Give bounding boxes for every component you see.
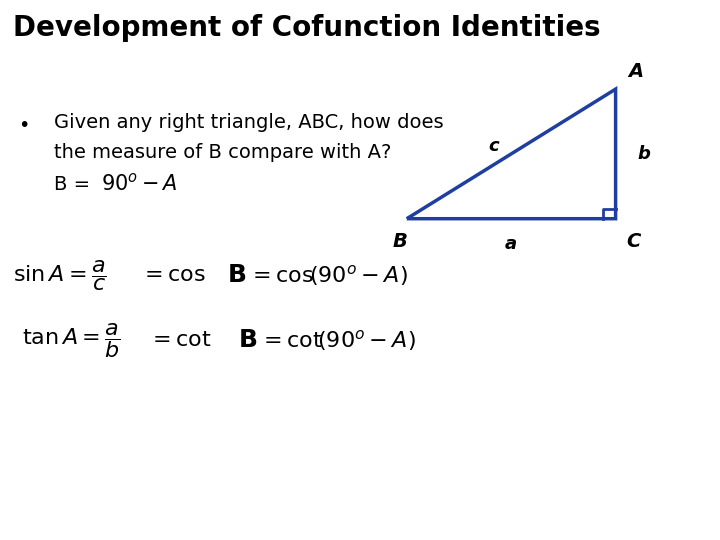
Text: C: C	[626, 232, 641, 251]
Text: $= \mathrm{cos}$: $= \mathrm{cos}$	[140, 265, 206, 286]
Text: •: •	[18, 116, 30, 135]
Text: Given any right triangle, ABC, how does: Given any right triangle, ABC, how does	[54, 113, 444, 132]
Text: A: A	[629, 62, 644, 81]
Text: $90^{o} - A$: $90^{o} - A$	[101, 173, 178, 195]
Text: B =: B =	[54, 176, 96, 194]
Text: $\mathbf{B}$: $\mathbf{B}$	[238, 328, 257, 352]
Text: $= \mathrm{cot}$: $= \mathrm{cot}$	[148, 330, 211, 350]
Text: $\mathrm{sin}\, A = \dfrac{a}{c}$: $\mathrm{sin}\, A = \dfrac{a}{c}$	[13, 258, 107, 293]
Text: $= \mathrm{cos}\!\left(90^{o} - A\right)$: $= \mathrm{cos}\!\left(90^{o} - A\right)…	[248, 263, 408, 288]
Text: the measure of B compare with A?: the measure of B compare with A?	[54, 143, 392, 162]
Text: c: c	[488, 137, 498, 155]
Text: B: B	[392, 232, 407, 251]
Text: $\mathbf{B}$: $\mathbf{B}$	[227, 264, 246, 287]
Text: b: b	[637, 145, 650, 163]
Text: $\mathrm{tan}\, A = \dfrac{a}{b}$: $\mathrm{tan}\, A = \dfrac{a}{b}$	[22, 321, 120, 360]
Text: Development of Cofunction Identities: Development of Cofunction Identities	[13, 14, 600, 42]
Text: a: a	[505, 235, 517, 253]
Text: $= \mathrm{cot}\!\left(90^{o} - A\right)$: $= \mathrm{cot}\!\left(90^{o} - A\right)…	[259, 328, 416, 353]
